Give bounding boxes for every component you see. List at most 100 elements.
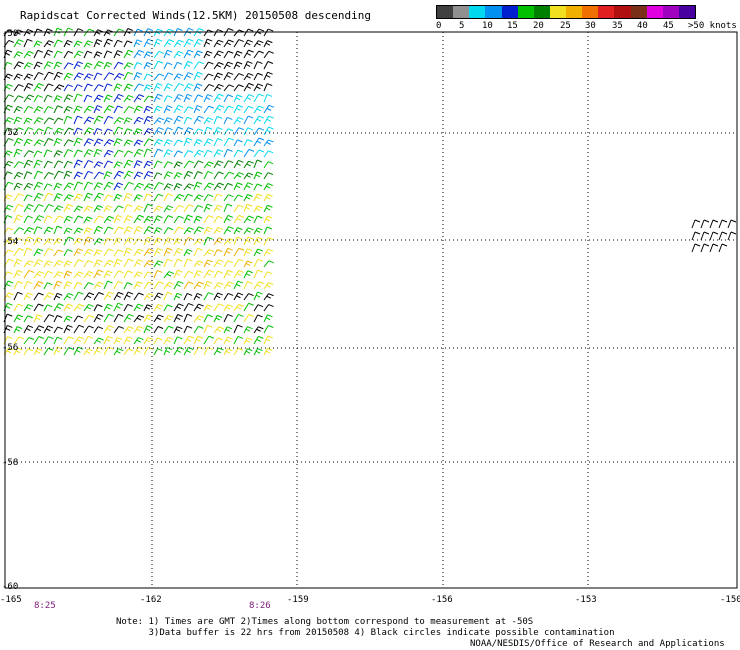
wind-barb <box>13 127 24 136</box>
wind-barb <box>133 303 144 312</box>
wind-barb <box>113 291 124 301</box>
wind-barb <box>13 336 25 345</box>
wind-barb <box>23 105 34 114</box>
wind-barb <box>123 204 133 213</box>
wind-barb <box>63 215 73 224</box>
wind-barb <box>133 62 143 70</box>
wind-barb <box>193 270 203 279</box>
wind-barb <box>253 281 264 290</box>
wind-barb <box>233 236 243 246</box>
wind-barb <box>53 205 64 213</box>
wind-barb <box>163 161 173 169</box>
wind-barb <box>153 60 164 70</box>
wind-barb <box>33 72 44 81</box>
wind-barb <box>183 325 193 334</box>
wind-barb <box>53 249 64 257</box>
wind-barb <box>43 304 53 312</box>
wind-barb <box>243 49 254 59</box>
wind-barb <box>33 128 44 136</box>
wind-barb <box>173 204 185 213</box>
wind-barb <box>13 95 24 103</box>
scale-swatch <box>517 6 534 18</box>
wind-barb <box>43 40 54 48</box>
wind-barb <box>263 348 273 356</box>
wind-barb <box>53 280 63 290</box>
wind-barb <box>193 181 203 191</box>
wind-barb <box>63 249 73 257</box>
wind-barb <box>183 60 193 70</box>
wind-barb <box>83 94 93 103</box>
wind-barb <box>43 237 55 246</box>
wind-barb <box>183 193 194 202</box>
wind-barb <box>243 82 254 92</box>
wind-barb <box>263 50 274 59</box>
wind-barb <box>223 84 235 92</box>
wind-barb <box>243 39 253 48</box>
lon-label: -150 <box>720 595 740 605</box>
wind-barb <box>113 50 123 59</box>
wind-barb <box>63 84 73 92</box>
wind-barb <box>233 172 245 180</box>
wind-barb <box>203 38 213 48</box>
wind-barb <box>183 150 194 158</box>
wind-barb <box>53 117 64 125</box>
wind-barb <box>193 94 204 103</box>
wind-barb <box>133 49 145 59</box>
wind-barb <box>23 348 34 356</box>
wind-barb <box>163 149 173 158</box>
wind-barb <box>163 62 173 70</box>
wind-barb <box>143 51 153 59</box>
wind-barb <box>143 105 153 114</box>
wind-barb <box>233 304 244 312</box>
wind-barb <box>163 49 173 59</box>
wind-barb <box>13 148 23 158</box>
wind-barb <box>83 216 93 224</box>
wind-barb <box>173 93 184 103</box>
wind-barb <box>13 247 25 257</box>
note-line: Note: 1) Times are GMT 2)Times along bot… <box>116 617 534 627</box>
wind-barb <box>173 226 184 235</box>
wind-barb <box>193 303 204 312</box>
wind-barb <box>33 117 44 125</box>
wind-barb <box>63 170 73 180</box>
wind-barb <box>223 281 234 290</box>
wind-barb <box>213 29 223 37</box>
wind-barb <box>153 50 165 59</box>
wind-barb <box>253 291 263 301</box>
wind-barb <box>113 280 124 290</box>
wind-barb <box>243 60 253 70</box>
wind-barb <box>173 292 183 301</box>
wind-barb <box>123 106 134 114</box>
wind-barb <box>83 73 94 81</box>
wind-barb <box>73 84 83 92</box>
wind-barb <box>233 127 245 136</box>
wind-barb <box>243 28 254 37</box>
wind-barb <box>213 138 223 147</box>
wind-barb <box>133 94 145 103</box>
wind-barb <box>243 194 253 202</box>
wind-barb <box>13 171 24 180</box>
wind-barb <box>123 291 134 301</box>
wind-barb <box>233 247 245 257</box>
wind-barb <box>113 39 123 48</box>
wind-barb <box>33 170 43 180</box>
wind-barb <box>73 181 83 191</box>
wind-barb <box>203 335 215 345</box>
scale-swatch <box>469 6 486 18</box>
wind-barb <box>73 93 83 103</box>
wind-barb <box>243 302 254 312</box>
wind-barb <box>83 170 94 180</box>
wind-barb <box>23 138 33 147</box>
wind-barb <box>253 105 264 114</box>
wind-barb <box>23 117 33 125</box>
wind-barb <box>691 243 701 253</box>
wind-barb <box>33 49 43 59</box>
wind-barb <box>263 325 274 334</box>
wind-barb <box>63 281 73 290</box>
wind-barb <box>263 282 274 290</box>
wind-barb <box>113 302 124 312</box>
wind-barb <box>123 181 134 191</box>
wind-barb <box>53 193 63 202</box>
wind-barb <box>133 314 145 323</box>
wind-barb <box>83 303 94 312</box>
